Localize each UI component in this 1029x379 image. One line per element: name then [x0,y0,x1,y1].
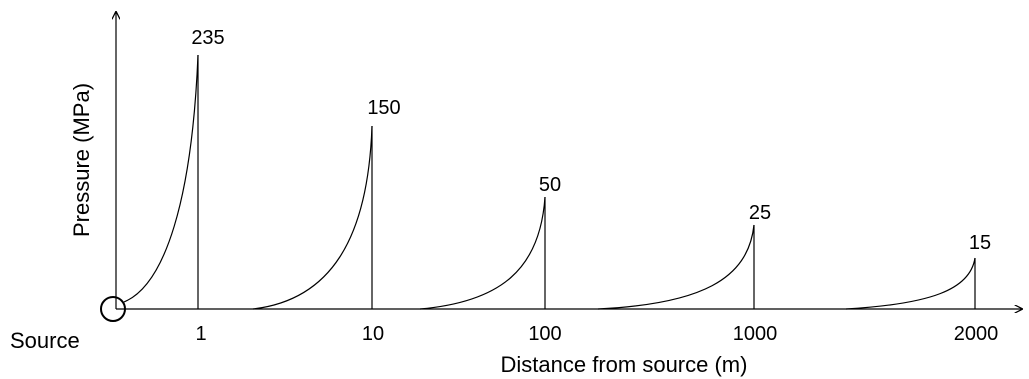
pulse-2-distance-label: 10 [362,323,384,345]
source-label: Source [10,328,80,353]
pulse-3-curve [419,196,546,310]
pulse-2-curve [252,125,373,310]
pulse-4-peak-label: 25 [749,202,771,224]
pulse-1-distance-label: 1 [195,323,206,345]
pulse-4-curve [597,224,755,310]
pulse-3-peak-label: 50 [539,174,561,196]
pulse-1-peak-label: 235 [191,27,224,49]
pulse-2: 150 10 [252,97,401,345]
pulse-2-peak-label: 150 [367,97,400,119]
pulse-5-distance-label: 2000 [954,323,999,345]
pulse-5: 15 2000 [845,232,999,345]
source-circle [100,296,126,322]
pulse-1-curve [123,54,199,303]
pulse-3: 50 100 [419,174,562,345]
pulse-1: 235 1 [123,27,225,345]
x-axis-label: Distance from source (m) [501,352,748,377]
pulse-5-curve [845,257,976,310]
pulse-4: 25 1000 [597,202,778,345]
y-axis-label: Pressure (MPa) [69,83,94,237]
pulse-3-distance-label: 100 [528,323,561,345]
pulse-4-distance-label: 1000 [733,323,778,345]
pulse-5-peak-label: 15 [969,232,991,254]
